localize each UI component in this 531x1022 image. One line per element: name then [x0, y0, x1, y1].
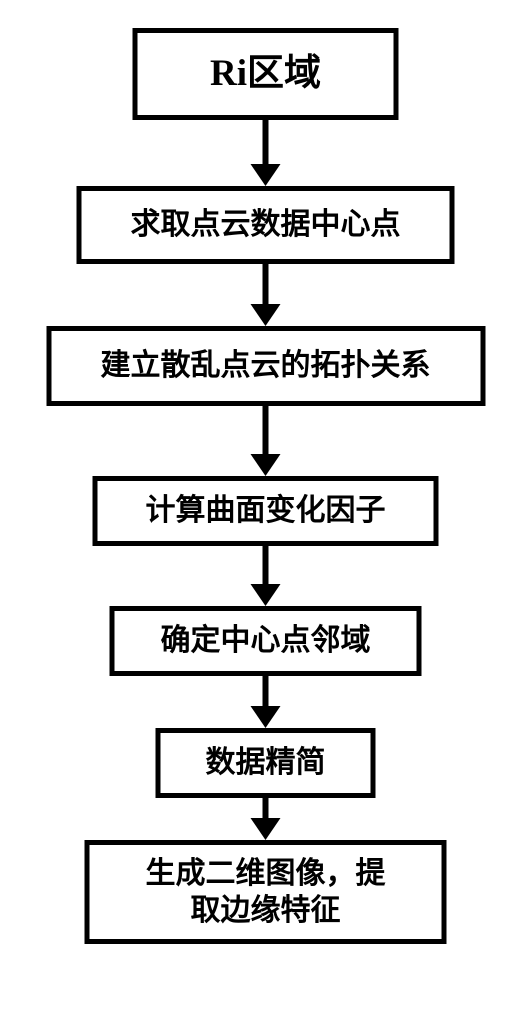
flow-arrow	[251, 120, 281, 186]
flow-node-n2: 建立散乱点云的拓扑关系	[46, 326, 485, 406]
flow-node-n5: 数据精简	[156, 728, 376, 798]
flow-node-n6: 生成二维图像，提取边缘特征	[85, 840, 447, 944]
flow-node-n0: Ri区域	[133, 28, 399, 120]
flowchart-container: Ri区域求取点云数据中心点建立散乱点云的拓扑关系计算曲面变化因子确定中心点邻域数…	[46, 28, 485, 944]
flow-arrow	[251, 406, 281, 476]
flow-node-n3: 计算曲面变化因子	[93, 476, 439, 546]
flow-arrow	[251, 546, 281, 606]
flow-node-n4: 确定中心点邻域	[110, 606, 422, 676]
flow-arrow	[251, 798, 281, 840]
flow-arrow	[251, 676, 281, 728]
flow-arrow	[251, 264, 281, 326]
flow-node-n1: 求取点云数据中心点	[77, 186, 455, 264]
